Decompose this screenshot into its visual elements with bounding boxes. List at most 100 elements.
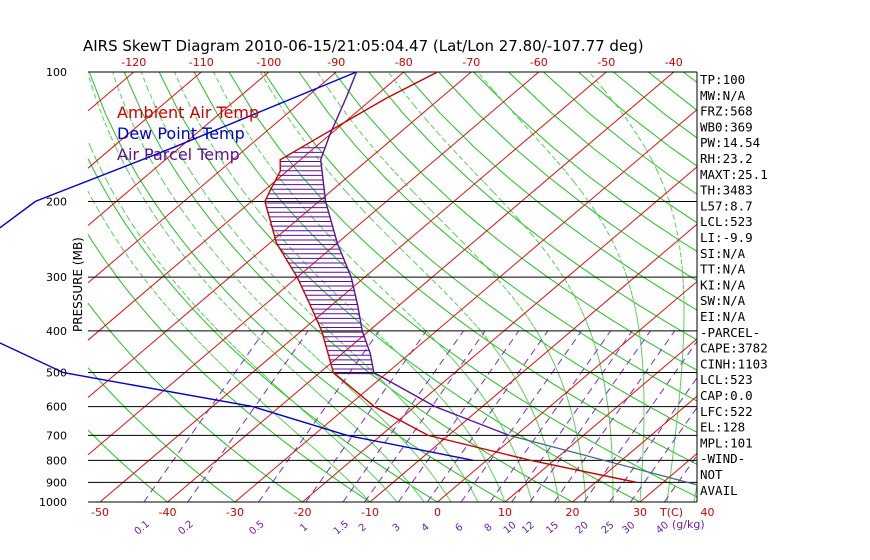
mixing-ratio-tick-label: 15 <box>544 520 561 537</box>
mixing-ratio-tick-label: 30 <box>621 520 638 537</box>
moist-adiabat <box>128 218 135 228</box>
moist-adiabat <box>319 360 325 366</box>
moist-adiabat <box>501 426 505 431</box>
moist-adiabat <box>529 496 532 499</box>
dry-adiabat <box>657 476 669 483</box>
moist-adiabat <box>533 134 546 149</box>
dry-adiabat <box>689 305 698 311</box>
index-line: FRZ:568 <box>700 104 753 119</box>
moist-adiabat <box>604 386 606 391</box>
dry-adiabat <box>479 487 489 493</box>
dry-adiabat <box>426 453 437 461</box>
moist-adiabat <box>440 396 444 401</box>
mixing-ratio-tick-label: 4 <box>420 522 432 535</box>
moist-adiabat <box>493 475 496 479</box>
dry-adiabat <box>253 465 261 473</box>
moist-adiabat <box>244 356 250 362</box>
moist-adiabat <box>256 300 263 307</box>
dry-adiabat <box>547 176 581 202</box>
dry-adiabat <box>653 441 667 449</box>
series-line-2 <box>319 71 510 437</box>
mixing-ratio-line <box>426 330 549 503</box>
moist-adiabat <box>175 201 183 211</box>
moist-adiabat <box>532 412 535 416</box>
moist-adiabat <box>147 89 156 107</box>
dry-adiabat <box>666 291 691 307</box>
moist-adiabat <box>267 270 275 278</box>
index-line: LFC:522 <box>700 404 753 419</box>
moist-adiabat <box>521 471 524 475</box>
dry-adiabat <box>328 113 358 149</box>
moist-adiabat <box>415 320 422 327</box>
moist-adiabat <box>538 242 546 251</box>
moist-adiabat <box>380 484 384 487</box>
dry-adiabat <box>544 413 558 422</box>
cape-hatching <box>265 147 376 375</box>
moist-adiabat <box>398 471 402 475</box>
moist-adiabat <box>351 120 363 136</box>
moist-adiabat <box>442 348 448 354</box>
moist-adiabat <box>594 344 597 349</box>
moist-adiabat <box>588 201 596 211</box>
moist-adiabat <box>481 452 484 456</box>
dry-adiabat <box>372 459 382 467</box>
moist-adiabat <box>417 372 422 377</box>
index-line: MPL:101 <box>700 435 753 450</box>
dry-adiabat <box>373 291 391 307</box>
dry-adiabat <box>409 201 434 224</box>
moist-adiabat <box>388 344 394 350</box>
moist-adiabat <box>372 475 376 479</box>
moist-adiabat <box>241 383 246 388</box>
dry-adiabat <box>99 318 111 332</box>
x-axis-unit: T(C) <box>659 506 683 519</box>
temp-tick-label: -40 <box>159 506 177 519</box>
moist-adiabat <box>551 467 553 470</box>
moist-adiabat <box>161 120 170 136</box>
moist-adiabat <box>445 403 449 407</box>
moist-adiabat <box>476 325 482 332</box>
moist-adiabat <box>429 276 437 284</box>
dry-adiabat <box>542 341 560 354</box>
moist-adiabat <box>313 447 317 452</box>
dry-adiabat <box>355 492 364 498</box>
moist-adiabat <box>464 426 467 431</box>
moist-adiabat <box>289 120 301 136</box>
moist-adiabat <box>487 464 490 468</box>
dry-adiabat <box>275 434 285 443</box>
dry-adiabat <box>498 459 510 467</box>
moist-adiabat <box>612 242 618 251</box>
dry-adiabat <box>582 471 593 478</box>
moist-adiabat <box>228 170 237 183</box>
dry-adiabat <box>617 291 641 307</box>
moist-adiabat <box>526 316 531 322</box>
dry-adiabat <box>108 390 117 400</box>
moist-adiabat <box>295 372 300 377</box>
moist-adiabat <box>413 488 416 491</box>
moist-adiabat <box>343 475 347 479</box>
moist-adiabat <box>345 191 356 202</box>
dry-adiabat <box>547 242 573 262</box>
mixing-ratio-line <box>342 330 464 503</box>
dry-adiabat <box>407 441 418 449</box>
moist-adiabat <box>627 120 638 136</box>
dry-adiabat <box>588 176 623 202</box>
moist-adiabat <box>541 339 545 345</box>
dry-adiabat <box>268 381 280 391</box>
moist-adiabat <box>291 399 296 404</box>
dry-adiabat <box>143 481 151 488</box>
moist-adiabat <box>383 159 395 172</box>
moist-adiabat <box>344 383 349 388</box>
mixing-ratio-line <box>511 330 633 503</box>
dry-adiabat <box>440 113 476 149</box>
dry-adiabat <box>577 398 592 408</box>
dry-adiabat <box>87 234 94 244</box>
pressure-tick-label: 800 <box>46 454 67 467</box>
dry-adiabat <box>603 447 616 455</box>
dry-adiabat <box>639 305 662 320</box>
dry-adiabat <box>290 352 303 364</box>
moist-adiabat <box>573 181 583 193</box>
moist-adiabat <box>355 426 359 431</box>
parcel-dry-extension <box>509 434 698 486</box>
moist-adiabat <box>393 170 405 183</box>
dry-adiabat <box>139 421 148 429</box>
